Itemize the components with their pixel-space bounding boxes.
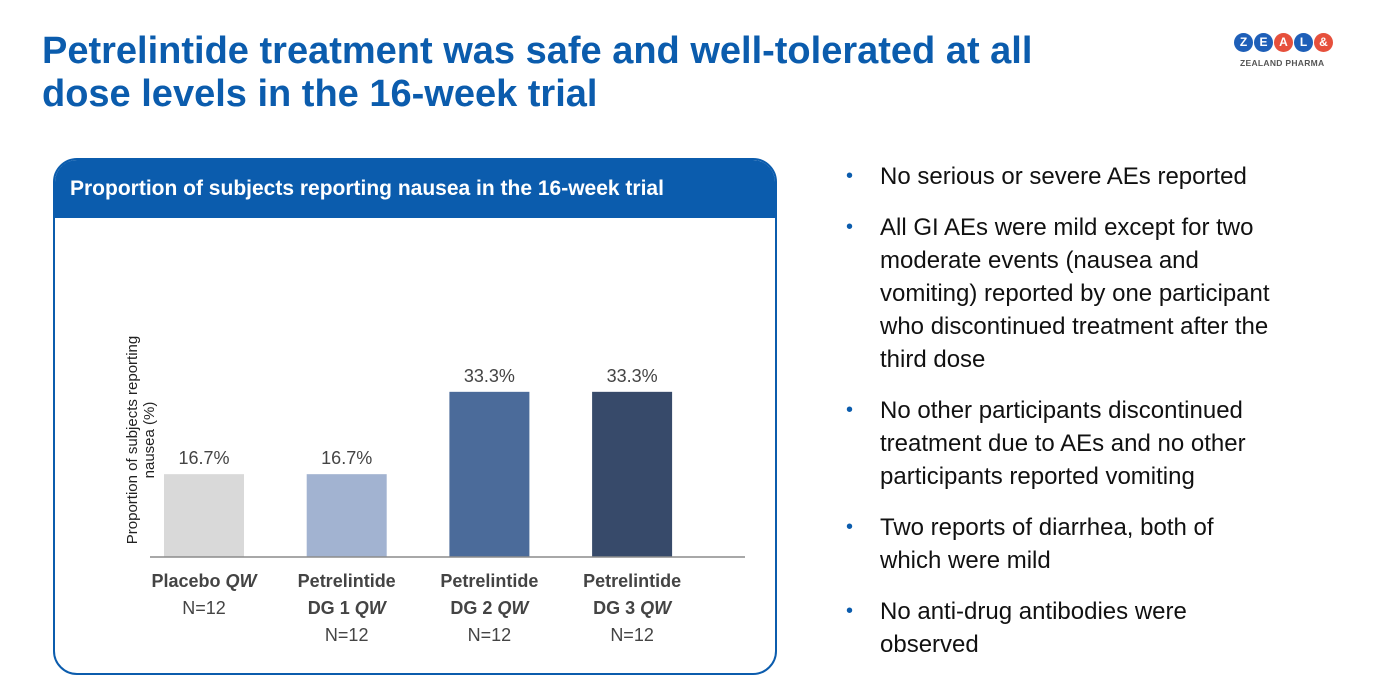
y-axis-label: Proportion of subjects reportingnausea (… bbox=[124, 336, 158, 544]
bullet-text-line: Two reports of diarrhea, both of bbox=[880, 514, 1214, 541]
bullet-dot-icon: • bbox=[846, 394, 853, 427]
category-label-line: DG 3 bbox=[593, 598, 635, 618]
category-label: Placebo QW N=12 bbox=[151, 571, 258, 618]
bullet-text-line: treatment due to AEs and no other bbox=[880, 430, 1246, 457]
bullet-text-line: moderate events (nausea and bbox=[880, 247, 1199, 274]
category-label-qw: QW bbox=[492, 598, 530, 618]
bullet-text-line: observed bbox=[880, 631, 979, 658]
chart-panel: Proportion of subjects reporting nausea … bbox=[53, 158, 777, 675]
bullet-item: • No anti-drug antibodies were observed bbox=[843, 595, 1363, 661]
category-label-line: N=12 bbox=[325, 625, 369, 645]
category-label-line: N=12 bbox=[182, 598, 226, 618]
category-label-qw: QW bbox=[221, 571, 259, 591]
logo-letter: E bbox=[1254, 33, 1273, 52]
logo-letter: L bbox=[1294, 33, 1313, 52]
bullet-item: • All GI AEs were mild except for two mode… bbox=[843, 211, 1363, 376]
bar-value-label: 16.7% bbox=[321, 448, 372, 468]
logo-mark: ZEAL& bbox=[1234, 33, 1344, 52]
bullet-text-line: third dose bbox=[880, 346, 985, 373]
bar-value-label: 33.3% bbox=[607, 366, 658, 386]
category-label-qw: QW bbox=[350, 598, 388, 618]
bar-value-label: 16.7% bbox=[178, 448, 229, 468]
y-axis-label-line: Proportion of subjects reporting bbox=[124, 336, 141, 544]
category-label-line: DG 1 bbox=[308, 598, 350, 618]
slide-title: Petrelintide treatment was safe and well… bbox=[42, 30, 1092, 116]
logo-letter: Z bbox=[1234, 33, 1253, 52]
bullet-item: • Two reports of diarrhea, both of which w… bbox=[843, 511, 1363, 577]
bullet-text-line: which were mild bbox=[880, 547, 1051, 574]
bar bbox=[164, 474, 244, 557]
category-label-line: N=12 bbox=[468, 625, 512, 645]
bullet-text-line: No serious or severe AEs reported bbox=[880, 163, 1247, 190]
key-findings-list: • No serious or severe AEs reported • All G… bbox=[843, 160, 1363, 679]
bar bbox=[449, 392, 529, 557]
bar-value-label: 33.3% bbox=[464, 366, 515, 386]
category-label: Petrelintide DG 2 QW N=12 bbox=[440, 571, 538, 645]
bullet-dot-icon: • bbox=[846, 160, 853, 193]
bullet-dot-icon: • bbox=[846, 595, 853, 628]
bullet-text-line: vomiting) reported by one participant bbox=[880, 280, 1270, 307]
category-label-qw: QW bbox=[635, 598, 673, 618]
bullet-item: • No other participants discontinued treat… bbox=[843, 394, 1363, 493]
bullet-dot-icon: • bbox=[846, 511, 853, 544]
bullet-dot-icon: • bbox=[846, 211, 853, 244]
logo-letter: A bbox=[1274, 33, 1293, 52]
category-label-line: N=12 bbox=[610, 625, 654, 645]
category-label: Petrelintide DG 1 QW N=12 bbox=[298, 571, 396, 645]
category-label-line: Petrelintide bbox=[298, 571, 396, 591]
category-label-line: Placebo bbox=[151, 571, 220, 591]
bullet-text-line: who discontinued treatment after the bbox=[880, 313, 1268, 340]
y-axis-label-line: nausea (%) bbox=[141, 402, 158, 479]
category-label-line: DG 2 bbox=[450, 598, 492, 618]
zealand-pharma-logo: ZEAL& ZEALAND PHARMA bbox=[1234, 33, 1344, 83]
logo-subtitle: ZEALAND PHARMA bbox=[1240, 58, 1344, 68]
category-label: Petrelintide DG 3 QW N=12 bbox=[583, 571, 681, 645]
category-label-line: Petrelintide bbox=[440, 571, 538, 591]
bullet-text-line: No other participants discontinued bbox=[880, 397, 1243, 424]
nausea-bar-chart: Proportion of subjects reportingnausea (… bbox=[55, 160, 775, 673]
bar bbox=[592, 392, 672, 557]
bullet-item: • No serious or severe AEs reported bbox=[843, 160, 1363, 193]
logo-letter: & bbox=[1314, 33, 1333, 52]
bar bbox=[307, 474, 387, 557]
bullet-text-line: No anti-drug antibodies were bbox=[880, 598, 1187, 625]
category-label-line: Petrelintide bbox=[583, 571, 681, 591]
bullet-text-line: All GI AEs were mild except for two bbox=[880, 214, 1253, 241]
bullet-text-line: participants reported vomiting bbox=[880, 463, 1195, 490]
